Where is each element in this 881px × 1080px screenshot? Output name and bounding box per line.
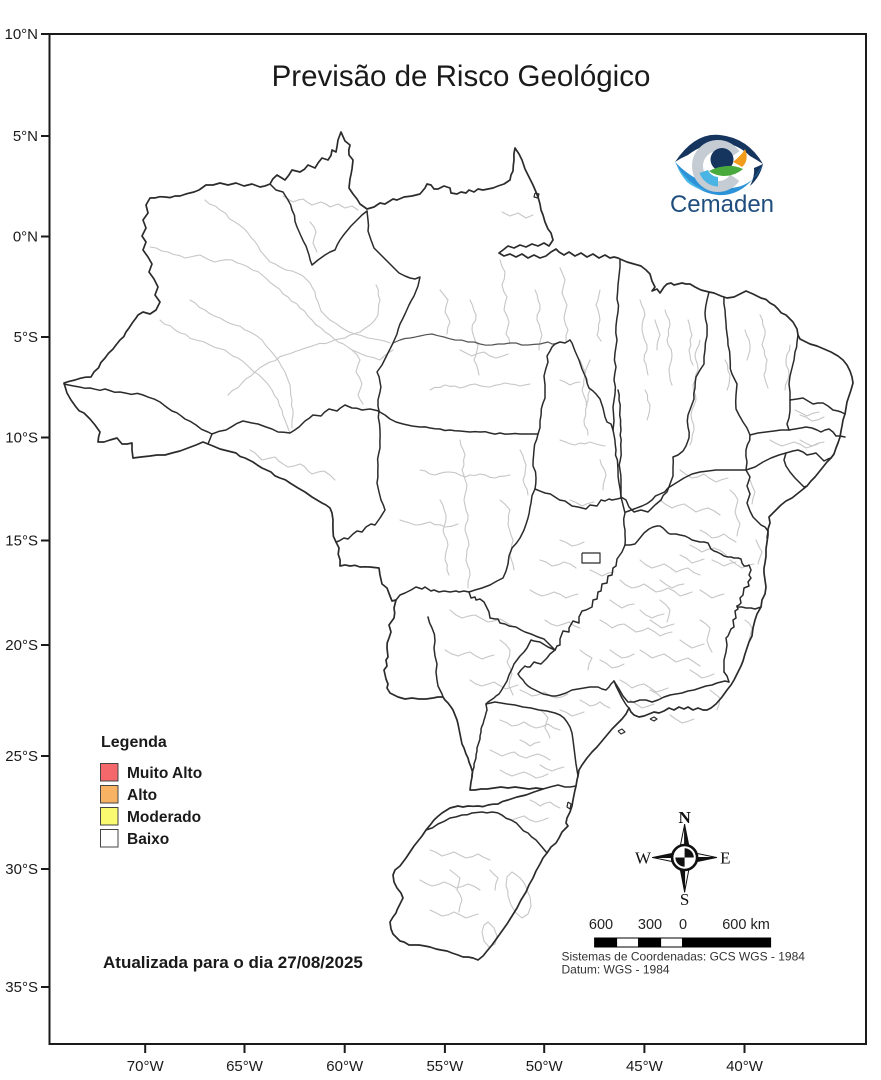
svg-text:E: E: [720, 849, 730, 868]
svg-text:S: S: [680, 890, 689, 909]
svg-text:Alto: Alto: [127, 787, 157, 804]
svg-text:40°W: 40°W: [726, 1058, 764, 1075]
svg-text:5°S: 5°S: [14, 329, 38, 346]
svg-text:10°S: 10°S: [5, 430, 38, 447]
svg-text:600: 600: [589, 917, 613, 933]
svg-text:0°N: 0°N: [13, 229, 38, 246]
svg-text:W: W: [635, 849, 652, 868]
svg-text:30°S: 30°S: [5, 861, 38, 878]
svg-text:N: N: [678, 808, 691, 827]
svg-text:45°W: 45°W: [626, 1058, 664, 1075]
svg-text:65°W: 65°W: [226, 1058, 264, 1075]
svg-text:60°W: 60°W: [326, 1058, 364, 1075]
svg-text:35°S: 35°S: [5, 979, 38, 996]
svg-text:25°S: 25°S: [5, 748, 38, 765]
svg-text:Muito Alto: Muito Alto: [127, 765, 202, 782]
svg-text:5°N: 5°N: [13, 128, 38, 145]
svg-text:300: 300: [638, 917, 662, 933]
svg-text:20°S: 20°S: [5, 637, 38, 654]
svg-text:Cemaden: Cemaden: [670, 191, 774, 218]
svg-text:0: 0: [679, 917, 687, 933]
svg-text:15°S: 15°S: [5, 533, 38, 550]
svg-text:70°W: 70°W: [127, 1058, 165, 1075]
svg-text:Moderado: Moderado: [127, 809, 201, 826]
svg-text:Sistemas de Coordenadas: GCS W: Sistemas de Coordenadas: GCS WGS - 1984: [562, 950, 806, 964]
svg-text:600 km: 600 km: [722, 917, 770, 933]
svg-text:50°W: 50°W: [526, 1058, 564, 1075]
svg-text:Atualizada para o dia 27/08/20: Atualizada para o dia 27/08/2025: [103, 953, 363, 972]
svg-text:Legenda: Legenda: [101, 734, 167, 751]
svg-text:Datum: WGS - 1984: Datum: WGS - 1984: [562, 963, 670, 977]
svg-text:Previsão de Risco Geológico: Previsão de Risco Geológico: [272, 60, 651, 93]
svg-text:10°N: 10°N: [4, 26, 38, 43]
svg-text:Baixo: Baixo: [127, 831, 169, 848]
svg-text:55°W: 55°W: [426, 1058, 464, 1075]
